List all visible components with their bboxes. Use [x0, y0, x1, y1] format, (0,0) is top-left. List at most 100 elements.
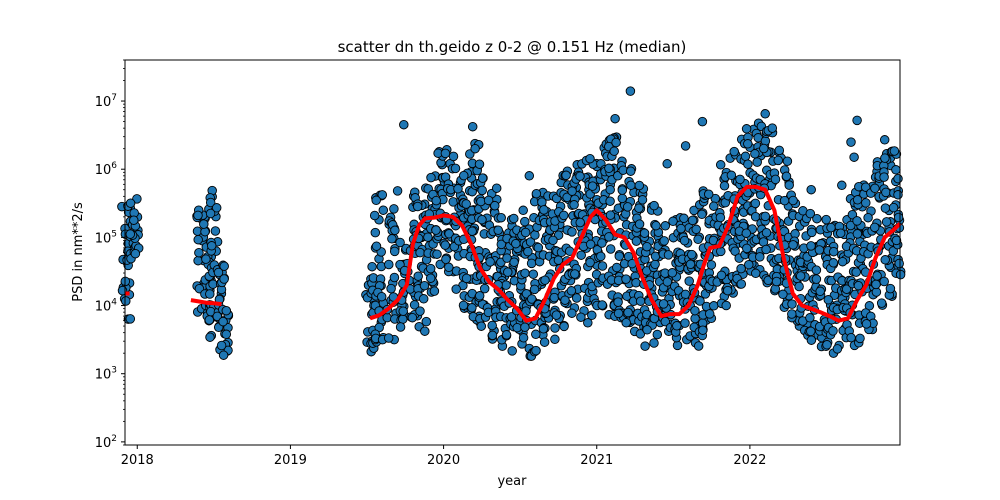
scatter-point-820: [567, 186, 577, 196]
scatter-point-888: [585, 153, 595, 164]
scatter-point-798: [560, 295, 570, 305]
scatter-point-928: [605, 196, 615, 206]
scatter-point-666: [523, 246, 533, 257]
scatter-point-1810: [871, 279, 881, 290]
scatter-point-1102: [652, 329, 663, 340]
scatter-point-557: [487, 330, 498, 341]
scatter-point-1611: [811, 274, 822, 284]
scatter-point-1173: [672, 321, 682, 331]
scatter-point-728: [539, 205, 549, 215]
scatter-point-1841: [879, 172, 889, 182]
scatter-point-913: [597, 300, 607, 310]
scatter-point-42: [125, 229, 136, 239]
scatter-point-458: [459, 170, 469, 181]
scatter-point-1464: [761, 227, 772, 238]
scatter-point-762: [551, 310, 562, 320]
scatter-point-575: [493, 225, 503, 235]
scatter-point-1663: [828, 326, 838, 336]
scatter-point-397: [444, 229, 454, 239]
scatter-point-1050: [631, 236, 642, 246]
scatter-point-615: [506, 312, 517, 322]
scatter-point-1856: [893, 173, 903, 184]
x-tick-label-2020: 2020: [427, 453, 460, 468]
y-axis-label: PSD in nm**2/s: [71, 202, 86, 302]
median-line-2: [369, 184, 902, 323]
scatter-point-1589: [805, 313, 815, 323]
scatter-point-1084: [640, 341, 650, 351]
scatter-point-823: [566, 286, 577, 296]
scatter-point-1216: [687, 215, 698, 226]
scatter-point-399: [440, 240, 450, 250]
scatter-point-211: [371, 241, 382, 251]
scatter-point-257: [398, 314, 408, 324]
scatter-point-1188: [684, 276, 694, 286]
scatter-point-1012: [625, 166, 636, 176]
scatter-point-819: [570, 269, 580, 279]
scatter-point-125: [204, 315, 215, 325]
scatter-point-24: [125, 314, 136, 324]
scatter-point-1862: [891, 165, 901, 175]
scatter-point-1230: [690, 305, 700, 316]
scatter-point-1257: [697, 209, 707, 220]
x-tick-label-2019: 2019: [274, 453, 307, 468]
scatter-point-1834: [879, 276, 889, 287]
scatter-point-408: [451, 284, 461, 294]
scatter-point-522: [477, 185, 487, 196]
scatter-point-1281: [709, 301, 719, 311]
scatter-point-316: [412, 201, 423, 212]
scatter-point-99: [199, 219, 209, 229]
scatter-points: [117, 86, 906, 361]
scatter-point-1891: [837, 180, 847, 191]
scatter-point-660: [520, 268, 530, 278]
scatter-point-1028: [621, 274, 631, 284]
scatter-point-1163: [668, 216, 678, 227]
scatter-point-1329: [726, 170, 737, 181]
scatter-point-1840: [881, 187, 891, 198]
scatter-point-1114: [649, 200, 659, 211]
scatter-point-1636: [814, 245, 825, 255]
scatter-point-519: [477, 173, 488, 183]
scatter-point-664: [526, 258, 537, 269]
scatter-point-1463: [761, 244, 771, 255]
scatter-point-584: [501, 280, 511, 290]
scatter-point-323: [420, 326, 430, 336]
scatter-point-441: [458, 300, 469, 311]
y-tick-label-5: 105: [95, 229, 117, 246]
scatter-point-1210: [693, 234, 703, 245]
scatter-point-318: [421, 316, 432, 327]
scatter-point-143: [219, 274, 229, 284]
scatter-point-1866: [889, 146, 900, 156]
scatter-point-551: [491, 183, 502, 193]
scatter-point-160: [221, 305, 232, 316]
scatter-point-662: [528, 269, 539, 279]
scatter-point-94: [205, 332, 215, 342]
scatter-point-116: [211, 203, 222, 213]
scatter-point-215: [376, 291, 387, 302]
scatter-point-920: [597, 261, 608, 271]
scatter-point-493: [470, 143, 480, 154]
scatter-point-1814: [872, 271, 882, 281]
scatter-point-659: [527, 294, 537, 304]
scatter-point-1224: [687, 249, 697, 260]
scatter-point-1871: [888, 202, 899, 213]
scatter-point-205: [370, 227, 381, 238]
scatter-point-947: [605, 184, 615, 195]
scatter-point-1310: [721, 300, 731, 311]
scatter-point-1058: [634, 180, 645, 191]
scatter-point-607: [502, 253, 512, 263]
scatter-point-857: [575, 217, 585, 228]
y-tick-label-3: 103: [95, 366, 117, 383]
scatter-point-1808: [870, 183, 880, 194]
scatter-point-1604: [807, 227, 817, 238]
scatter-point-213: [369, 210, 380, 221]
scatter-point-701: [531, 188, 542, 199]
scatter-point-1139: [663, 250, 674, 260]
scatter-point-489: [467, 226, 477, 236]
scatter-point-139: [219, 261, 229, 271]
scatter-point-289: [407, 312, 418, 323]
scatter-point-1311: [719, 181, 730, 191]
scatter-point-983: [617, 193, 628, 204]
scatter-point-1023: [623, 307, 633, 318]
x-tick-label-2018: 2018: [121, 453, 154, 468]
